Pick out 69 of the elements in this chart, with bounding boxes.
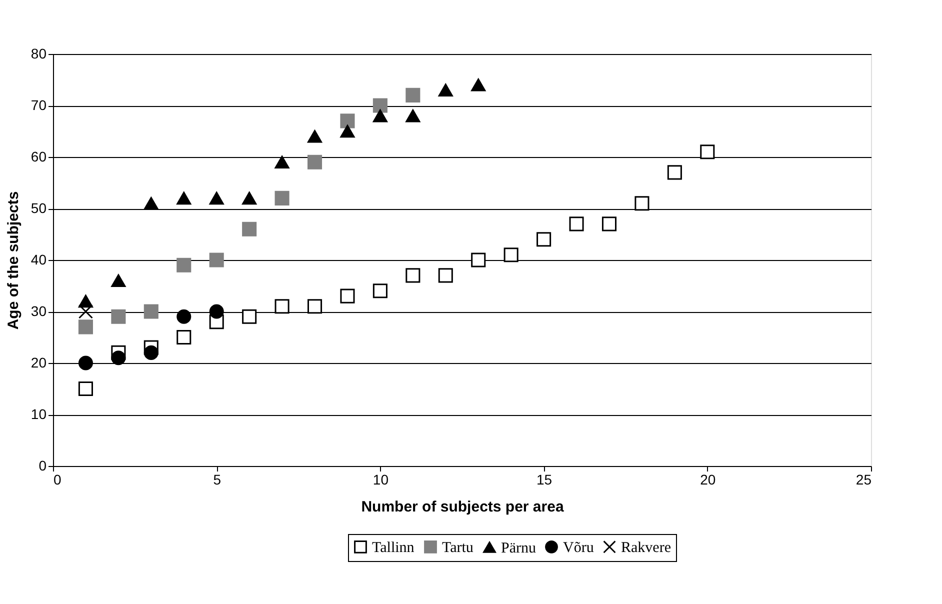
point bbox=[667, 165, 682, 180]
point bbox=[78, 320, 93, 334]
point bbox=[209, 304, 224, 319]
point bbox=[78, 356, 93, 370]
point bbox=[372, 109, 388, 122]
point bbox=[78, 294, 93, 308]
y-tick-label: 60 bbox=[30, 148, 47, 164]
point bbox=[307, 299, 322, 314]
point bbox=[111, 274, 126, 287]
point bbox=[406, 268, 420, 283]
point bbox=[700, 144, 715, 160]
point bbox=[536, 232, 552, 247]
point bbox=[406, 88, 420, 102]
point bbox=[176, 258, 192, 272]
point bbox=[602, 216, 617, 232]
point bbox=[242, 222, 257, 236]
point bbox=[438, 268, 453, 283]
y-tick-label: 80 bbox=[30, 46, 47, 62]
point bbox=[242, 309, 257, 324]
point bbox=[78, 304, 93, 319]
point bbox=[340, 114, 355, 128]
y-tick-label: 30 bbox=[30, 303, 47, 319]
point bbox=[634, 196, 650, 211]
x-tick-label: 25 bbox=[856, 472, 872, 488]
point bbox=[274, 190, 290, 206]
point bbox=[176, 309, 192, 324]
point bbox=[242, 192, 257, 205]
point bbox=[307, 154, 322, 170]
point bbox=[274, 156, 290, 169]
point bbox=[209, 252, 224, 268]
point bbox=[307, 130, 322, 143]
point bbox=[471, 252, 486, 268]
y-tick-label: 20 bbox=[30, 354, 47, 370]
point bbox=[176, 330, 192, 345]
point bbox=[569, 216, 584, 232]
point bbox=[144, 304, 158, 319]
y-tick-label: 10 bbox=[30, 406, 47, 422]
y-tick-label: 40 bbox=[30, 252, 47, 268]
point bbox=[111, 309, 126, 324]
point bbox=[372, 98, 388, 113]
point bbox=[274, 299, 290, 314]
legend-label: Tartu bbox=[442, 540, 474, 556]
point bbox=[340, 288, 355, 304]
point bbox=[471, 78, 486, 92]
x-tick-label: 5 bbox=[213, 472, 222, 488]
point bbox=[144, 196, 158, 210]
point bbox=[111, 350, 126, 366]
y-axis-title: Age of the subjects bbox=[4, 191, 22, 330]
point bbox=[144, 345, 158, 360]
x-tick-label: 10 bbox=[372, 472, 389, 488]
y-tick-label: 70 bbox=[30, 97, 47, 113]
legend-label: Pärnu bbox=[501, 540, 536, 556]
point bbox=[176, 192, 192, 205]
legend-label: Rakvere bbox=[621, 540, 672, 556]
legend-label: Võru bbox=[563, 540, 594, 556]
y-tick-label: 50 bbox=[30, 200, 47, 216]
x-axis-title: Number of subjects per area bbox=[361, 498, 564, 516]
x-tick-label: 15 bbox=[536, 472, 552, 488]
point bbox=[406, 109, 420, 122]
point bbox=[372, 284, 388, 298]
y-tick-label: 0 bbox=[38, 458, 47, 474]
point bbox=[504, 248, 518, 262]
point bbox=[438, 84, 453, 96]
point bbox=[78, 381, 93, 396]
x-tick-label: 20 bbox=[700, 472, 716, 488]
point bbox=[209, 192, 224, 205]
x-tick-label: 0 bbox=[54, 472, 62, 488]
point bbox=[340, 124, 355, 138]
legend-label: Tallinn bbox=[372, 540, 415, 556]
